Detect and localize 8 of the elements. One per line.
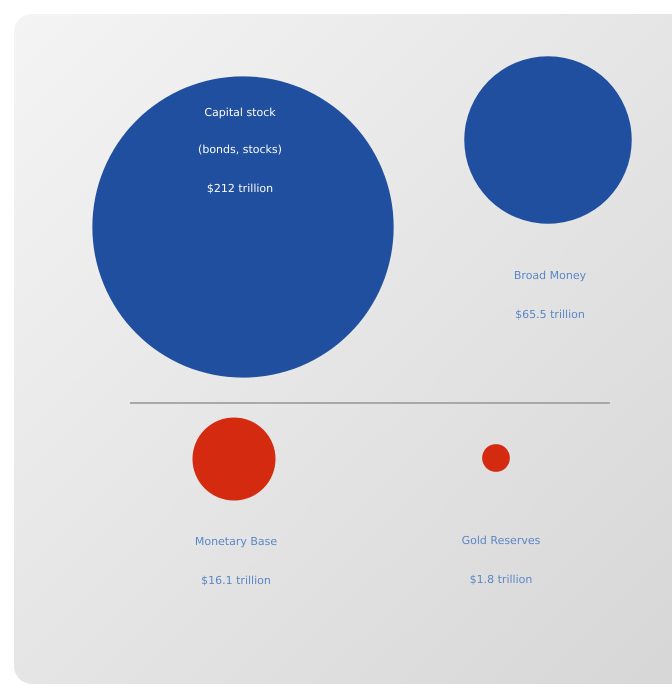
category-label: Monetary Base [194,535,278,548]
category-label: Capital stock (bonds, stocks) [198,106,282,156]
data-label: $16.1 trillion [201,574,271,587]
category-label: Gold Reserves [462,534,541,547]
category-label: Broad Money [514,269,587,282]
data-label: $212 trillion [206,182,274,195]
data-label: $65.5 trillion [515,308,585,321]
data-label: $1.8 trillion [470,573,532,586]
